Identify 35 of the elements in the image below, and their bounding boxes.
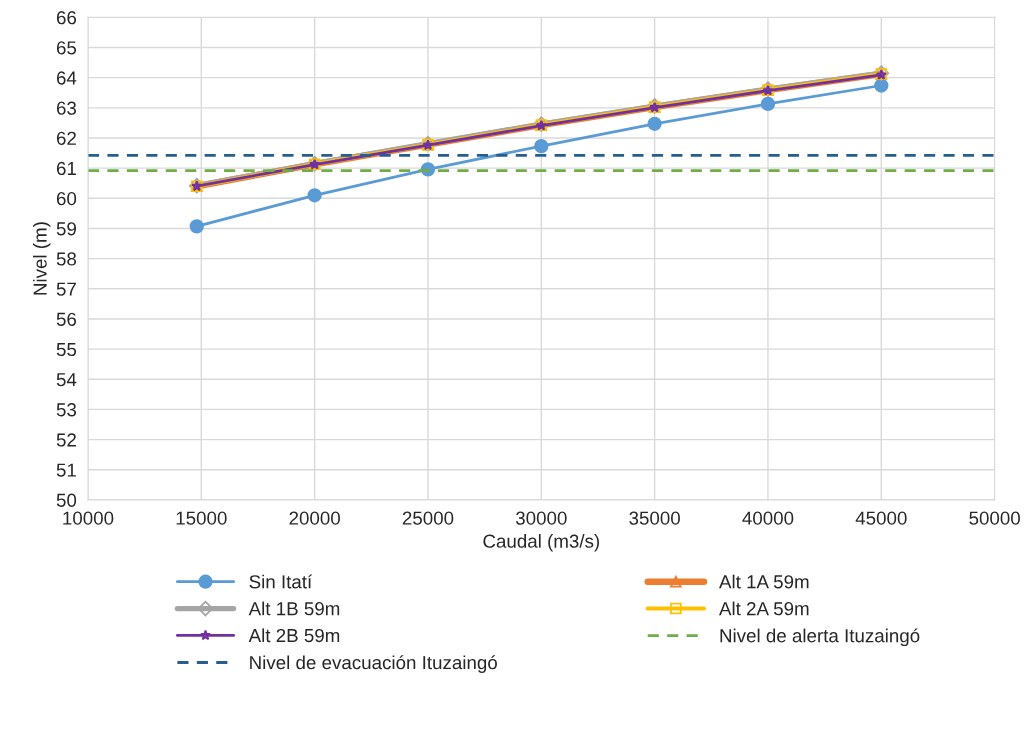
x-tick-label: 40000 (742, 511, 794, 525)
x-tick-label: 20000 (289, 511, 340, 525)
legend-label: Alt 2A 59m (719, 601, 809, 616)
y-tick-label: 57 (56, 282, 76, 296)
y-tick-label: 53 (56, 403, 77, 417)
y-tick-label: 63 (56, 101, 77, 115)
x-tick-label: 10000 (63, 511, 114, 525)
y-tick-label: 55 (56, 343, 77, 357)
x-axis-title: Caudal (m3/s) (483, 534, 600, 552)
y-tick-label: 61 (56, 161, 76, 176)
legend-label: Alt 1B 59m (248, 601, 340, 616)
x-tick-label: 50000 (969, 511, 1020, 525)
x-tick-label: 25000 (402, 511, 454, 525)
y-tick-label: 59 (56, 222, 76, 236)
y-tick-label: 64 (56, 71, 77, 85)
y-axis-title: Nivel (m) (32, 222, 51, 295)
y-tick-label: 51 (56, 463, 76, 477)
legend-label: Nivel de alerta Ituzaingó (720, 628, 920, 647)
x-tick-label: 45000 (855, 511, 907, 525)
y-tick-label: 65 (56, 41, 77, 55)
y-tick-label: 60 (56, 192, 77, 206)
y-tick-label: 54 (56, 373, 77, 387)
y-tick-label: 62 (56, 131, 76, 145)
x-tick-label: 35000 (629, 511, 680, 525)
legend-label: Alt 2B 59m (248, 628, 340, 643)
legend-label: Sin Itatí (249, 574, 313, 589)
x-tick-label: 30000 (515, 511, 567, 525)
legend-label: Alt 1A 59m (719, 574, 809, 589)
y-tick-label: 58 (56, 252, 77, 266)
y-tick-label: 50 (56, 493, 77, 507)
y-tick-label: 66 (56, 11, 77, 25)
legend-label: Nivel de evacuación Ituzaingó (250, 655, 497, 673)
y-tick-label: 56 (56, 312, 77, 326)
x-tick-label: 15000 (176, 511, 227, 525)
y-tick-label: 52 (56, 433, 76, 447)
